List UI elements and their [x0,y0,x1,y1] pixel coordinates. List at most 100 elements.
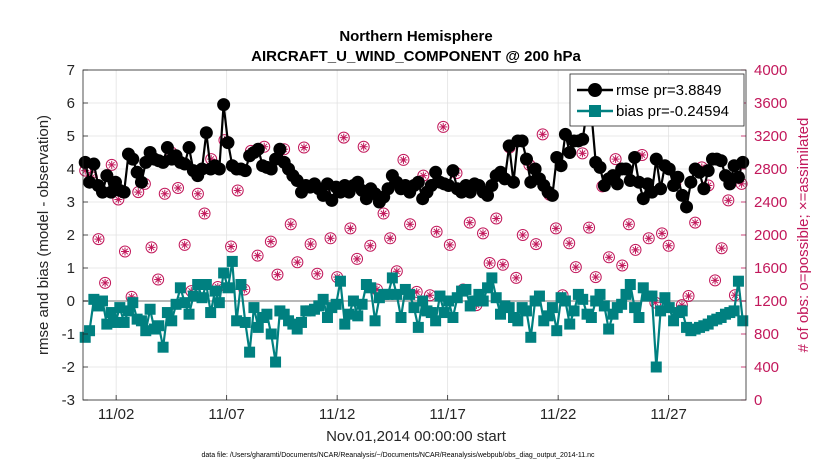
obs-assimilated-point [134,188,143,197]
legend-bias-label: bias pr=-0.24594 [616,103,729,120]
rmse-point [221,136,235,150]
obs-possible-point [549,222,562,235]
bias-point [144,303,156,315]
rmse-point [506,175,520,189]
bias-point [585,312,597,323]
bias-point [624,279,636,290]
rmse-point [675,188,689,202]
bias-point [417,295,429,307]
y-tick-label-right: 1600 [754,260,787,277]
bias-point [430,315,442,327]
y-tick-label-left: 6 [67,95,75,112]
bias-point [434,290,446,302]
x-tick-label: 11/12 [319,406,355,423]
bias-point [105,307,117,319]
obs-possible-point [191,187,204,200]
bias-point [520,305,532,317]
obs-assimilated-point [492,214,501,223]
obs-possible-point [324,232,337,245]
obs-possible-point [569,261,582,274]
obs-possible-point [715,242,728,255]
obs-assimilated-point [571,263,580,272]
obs-possible-point [397,153,410,166]
y-tick-label-right: 4000 [754,62,787,79]
obs-assimilated-point [664,241,673,250]
bias-point [209,285,221,297]
bias-point [568,305,580,317]
bias-point [170,298,182,310]
bias-point [278,308,290,320]
obs-possible-point [516,229,529,241]
bias-point [200,279,212,290]
bias-point [460,283,472,295]
obs-assimilated-point [585,223,594,232]
bias-point [408,302,420,314]
bias-point [248,302,260,314]
obs-assimilated-point [518,231,527,239]
obs-assimilated-point [631,245,640,254]
rmse-point [212,162,226,176]
rmse-point [628,150,642,164]
bias-point [533,290,545,302]
obs-assimilated-point [107,160,116,169]
obs-count-series [79,120,748,312]
obs-possible-point [682,290,695,303]
obs-possible-point [231,184,244,197]
bias-point [477,295,489,307]
bias-point [79,331,91,343]
obs-possible-point [662,239,675,252]
obs-possible-point [251,249,264,262]
obs-possible-point [377,207,390,220]
obs-possible-point [271,268,284,281]
bias-point [122,305,134,317]
bias-point [265,328,277,340]
data-file-footnote: data file: /Users/gharamti/Documents/NCA… [201,452,595,459]
obs-possible-point [536,128,549,141]
bias-point [196,292,208,304]
rmse-point [446,164,460,178]
obs-possible-point [357,140,370,153]
rmse-point [264,162,278,176]
y-tick-label-left: -1 [62,326,75,343]
bias-point [525,331,537,343]
obs-assimilated-point [253,251,262,260]
obs-possible-point [616,259,629,272]
y-tick-label-left: 5 [67,128,75,145]
obs-possible-point [629,243,642,256]
obs-assimilated-point [512,273,521,282]
obs-possible-point [709,274,722,287]
obs-assimilated-point [465,218,474,227]
y-tick-label-left: -3 [62,392,75,409]
obs-possible-point [364,239,377,252]
rmse-point [619,162,633,176]
rmse-point [662,162,676,176]
rmse-point [87,157,101,171]
obs-assimilated-point [724,196,733,205]
bias-point [732,275,744,287]
bias-point [218,267,230,279]
y-tick-label-right: 3600 [754,95,787,112]
obs-possible-point [311,267,324,280]
obs-assimilated-point [425,291,434,300]
obs-possible-point [99,276,112,289]
bias-point [447,312,459,323]
bias-point [222,282,234,294]
rmse-point [680,200,694,214]
obs-possible-point [298,141,310,154]
obs-possible-point [178,238,191,251]
rmse-point [593,160,607,174]
obs-assimilated-point [180,240,189,249]
y-tick-label-right: 2400 [754,194,787,211]
rmse-point [325,193,339,207]
obs-possible-point [602,251,615,264]
obs-assimilated-point [359,142,368,151]
y-tick-label-left: 3 [67,194,75,211]
bias-point [296,316,308,328]
obs-possible-point [437,120,450,133]
bias-point [551,325,563,337]
obs-assimilated-point [432,227,441,236]
bias-point [495,308,507,320]
y-tick-label-left: 2 [67,227,75,244]
bias-point [205,307,217,319]
bias-point [412,321,424,333]
